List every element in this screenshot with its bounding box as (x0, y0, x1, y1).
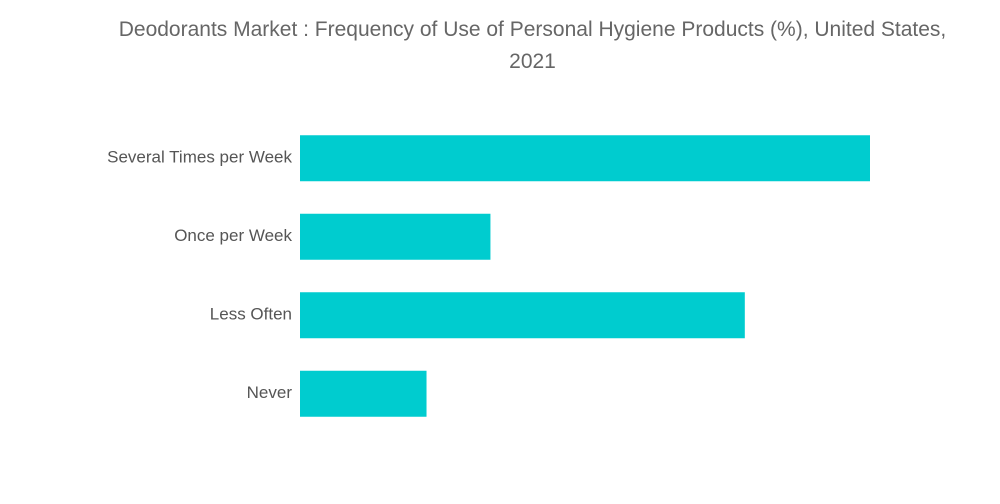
y-tick-label: Less Often (210, 305, 292, 324)
bar (300, 135, 870, 182)
bar (300, 370, 427, 417)
chart-title: Deodorants Market : Frequency of Use of … (118, 18, 947, 73)
y-tick-label: Never (247, 383, 293, 402)
bar (300, 213, 491, 260)
bar (300, 292, 745, 339)
y-tick-label: Several Times per Week (107, 148, 292, 167)
y-tick-label: Once per Week (174, 226, 292, 245)
